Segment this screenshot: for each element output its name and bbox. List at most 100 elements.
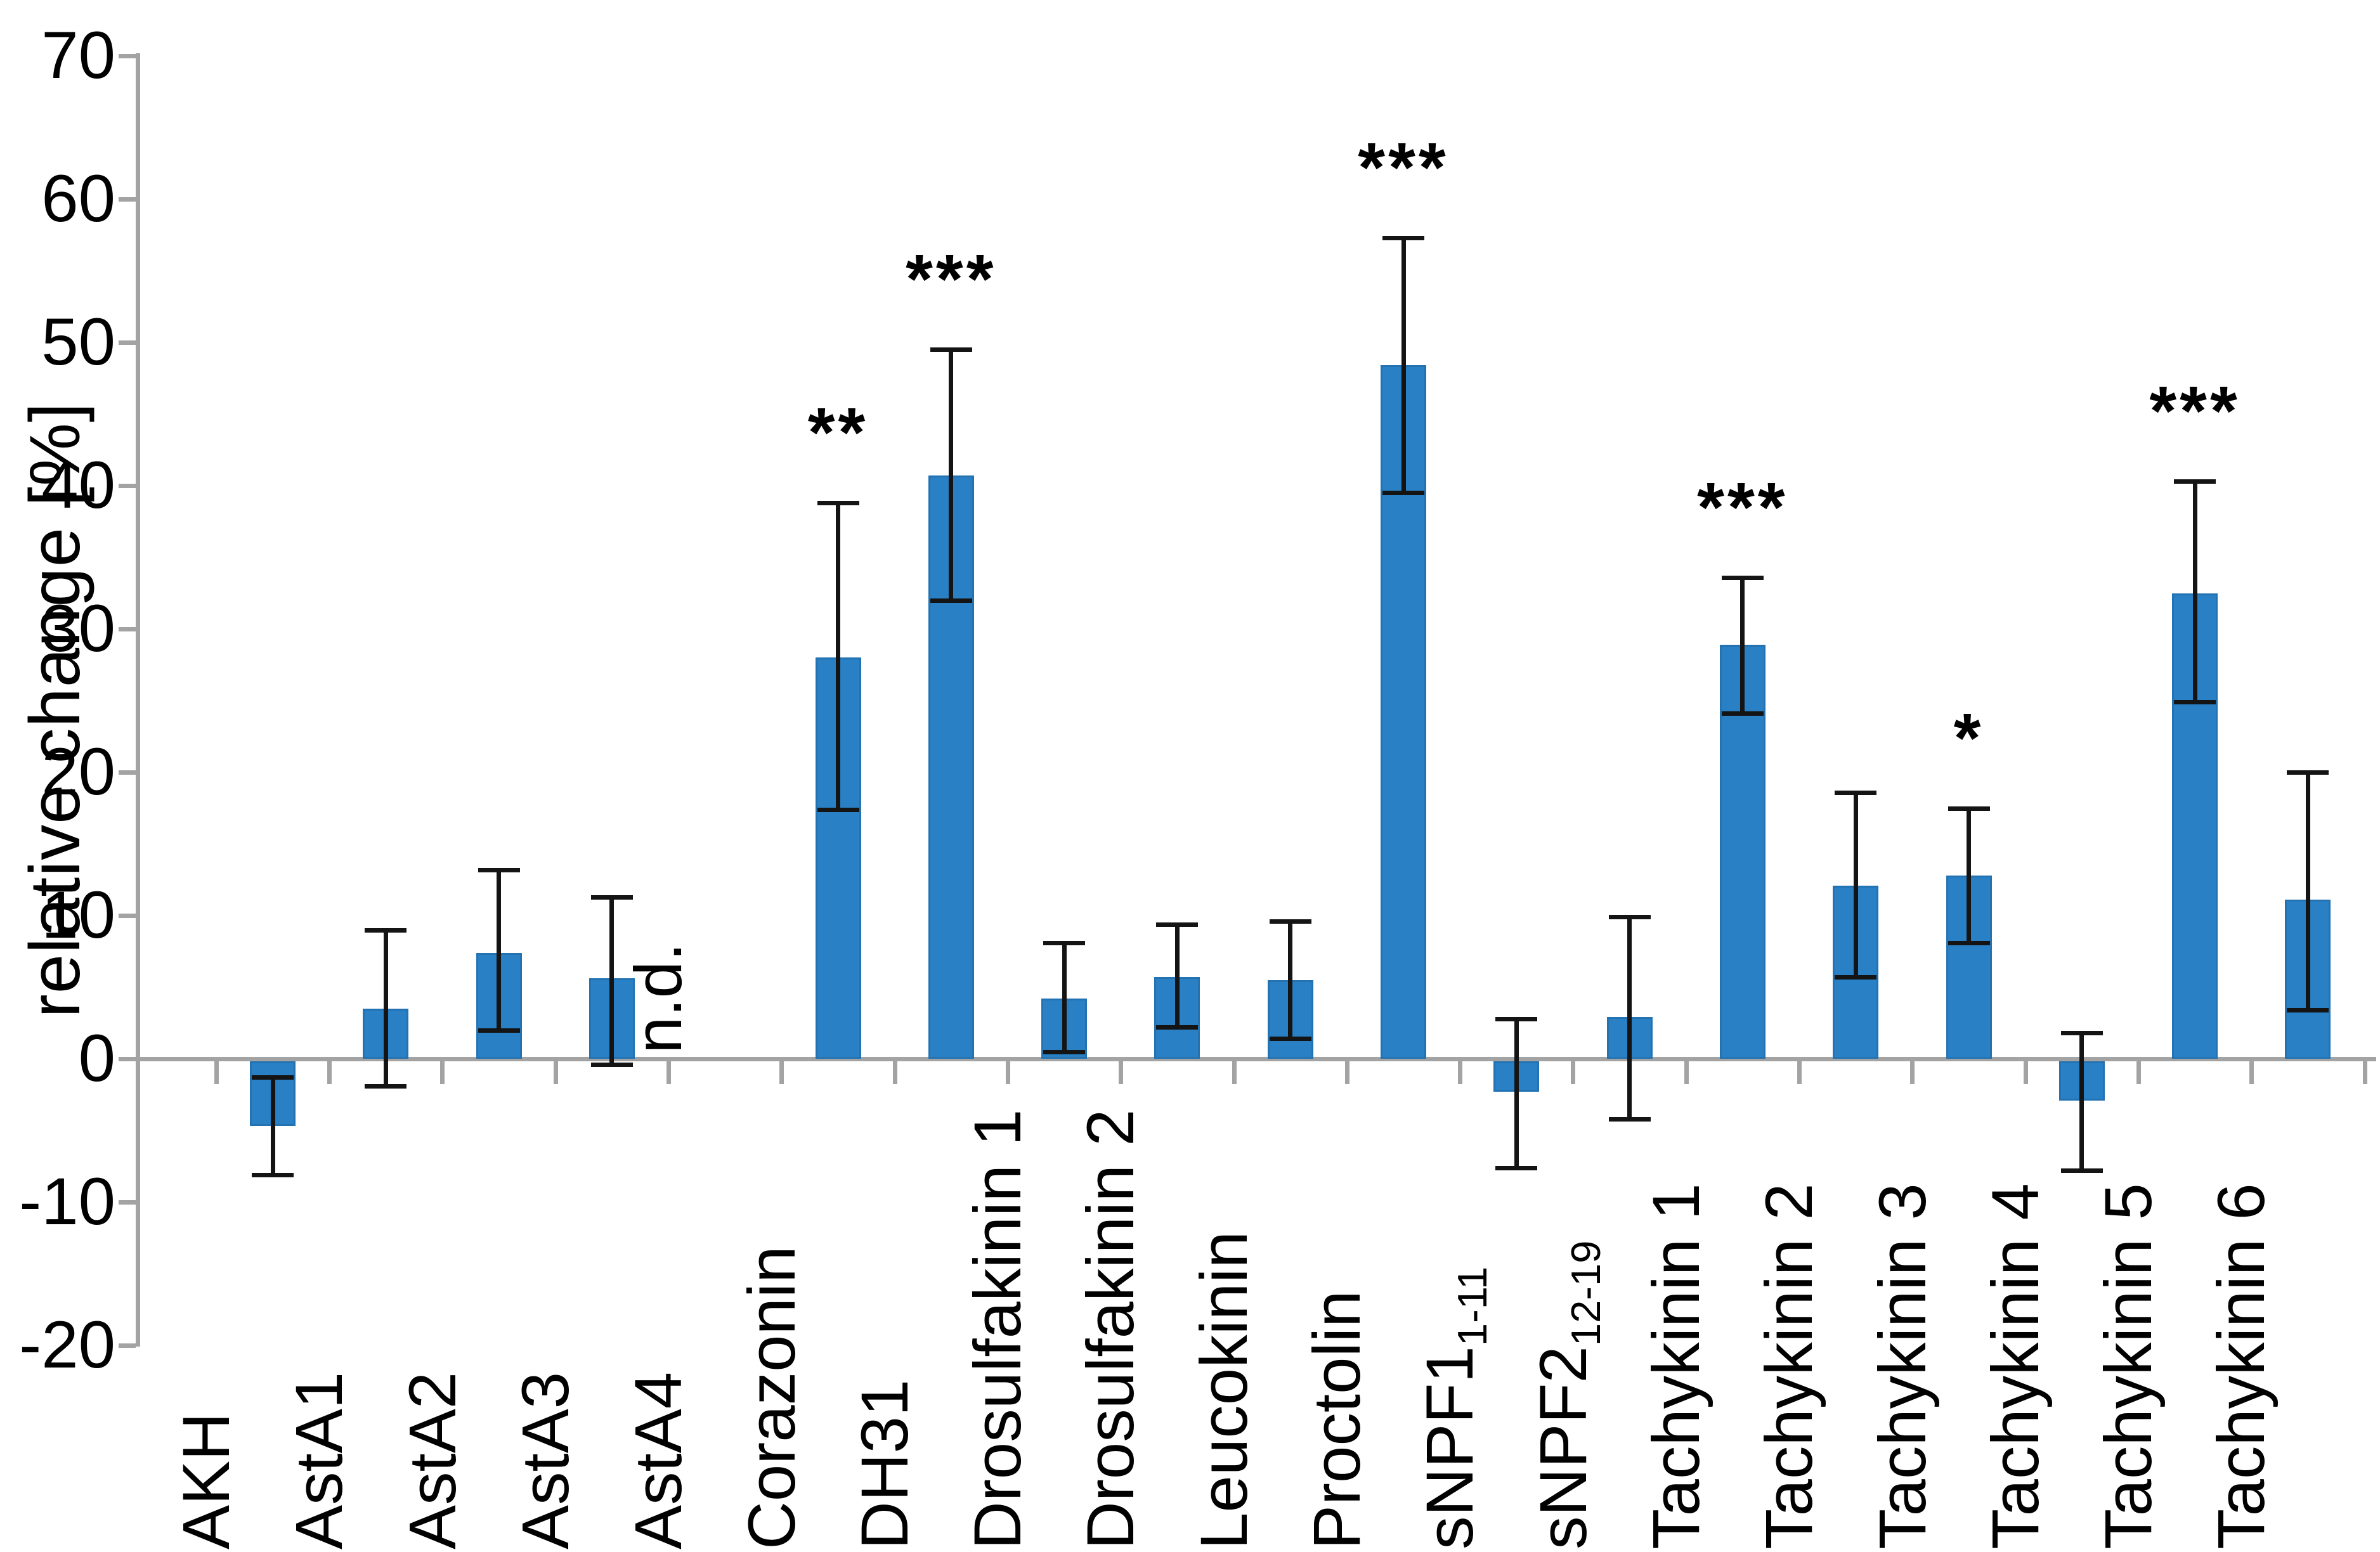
x-axis-tick [327, 1061, 332, 1084]
x-axis-tick [1232, 1061, 1237, 1084]
y-axis-tick [119, 340, 136, 345]
y-tick-label: 20 [41, 735, 115, 809]
error-cap-bottom-asta3 [590, 1063, 633, 1068]
y-axis-tick [119, 914, 136, 918]
error-bar-asta2 [497, 869, 502, 1030]
significance-stars-dh31: *** [906, 240, 997, 319]
error-cap-top-tachykinin-6 [2287, 770, 2329, 775]
error-bar-tachykinin-3 [1967, 808, 1971, 943]
error-cap-top-tachykinin-2 [1835, 790, 1877, 795]
category-label-leucokinin: Leucokinin [1187, 1231, 1261, 1549]
y-axis-tick [119, 1200, 136, 1205]
category-label-tachykinin-2: Tachykinin 2 [1752, 1183, 1827, 1549]
x-axis-tick [1571, 1061, 1576, 1084]
error-cap-bottom-tachykinin-5 [2174, 700, 2216, 705]
error-cap-top-corazonin [817, 501, 859, 506]
y-tick-label: 0 [78, 1021, 115, 1096]
error-bar-tachykinin-2 [1853, 792, 1858, 978]
error-cap-bottom-akh [252, 1173, 294, 1178]
y-tick-label: 70 [41, 18, 115, 93]
bar-corazonin [815, 657, 861, 1059]
category-label-drosulfakinin-2: Drosulfakinin 2 [1074, 1109, 1148, 1550]
category-label-drosulfakinin-1: Drosulfakinin 1 [961, 1109, 1036, 1550]
significance-stars-tachykinin-5: *** [2149, 372, 2240, 451]
error-cap-top-proctolin [1382, 236, 1424, 241]
y-tick-label: 50 [41, 305, 115, 379]
error-cap-bottom-asta2 [478, 1028, 520, 1033]
error-cap-bottom-tachykinin-4 [2060, 1168, 2103, 1174]
category-label-tachykinin-5: Tachykinin 5 [2091, 1183, 2166, 1549]
error-bar-tachykinin-4 [2079, 1033, 2084, 1171]
y-axis-tick [119, 197, 136, 202]
x-axis-tick [2362, 1061, 2367, 1084]
x-axis-tick [779, 1061, 784, 1084]
x-axis-tick [1797, 1061, 1802, 1084]
error-cap-top-drosulfakinin-1 [1043, 940, 1086, 945]
error-cap-top-asta1 [365, 928, 407, 933]
y-axis-tick [119, 1057, 136, 1061]
y-tick-label: 30 [41, 592, 115, 666]
error-bar-leucokinin [1288, 921, 1293, 1039]
x-axis-tick [2136, 1061, 2141, 1084]
x-axis-tick [214, 1061, 219, 1084]
error-cap-top-tachykinin-3 [1948, 806, 1990, 811]
error-cap-bottom-leucokinin [1269, 1037, 1311, 1042]
not-detected-label: n.d. [621, 942, 696, 1054]
x-axis-tick [1458, 1061, 1463, 1084]
error-bar-asta3 [609, 896, 615, 1065]
x-axis-line [138, 1057, 2376, 1061]
error-cap-bottom-tachykinin-2 [1835, 975, 1877, 980]
x-axis-tick [1119, 1061, 1124, 1084]
x-axis-tick [553, 1061, 558, 1084]
category-label-proctolin: Proctolin [1300, 1290, 1374, 1549]
error-cap-bottom-corazonin [817, 807, 859, 812]
error-cap-top-tachykinin-4 [2060, 1031, 2103, 1036]
error-cap-bottom-tachykinin-3 [1948, 940, 1990, 945]
category-label-tachykinin-4: Tachykinin 4 [1978, 1183, 2053, 1549]
error-bar-tachykinin-5 [2192, 481, 2197, 702]
error-cap-top-asta2 [478, 867, 520, 872]
error-bar-drosulfakinin-2 [1174, 924, 1180, 1028]
error-bar-snpf2 [1627, 917, 1632, 1119]
significance-stars-proctolin: *** [1358, 129, 1449, 207]
y-axis-tick [119, 484, 136, 488]
significance-stars-corazonin: ** [807, 394, 869, 472]
category-label-dh31: DH31 [847, 1379, 922, 1549]
x-axis-tick [667, 1061, 672, 1084]
category-label-subscript: 1-11 [1449, 1266, 1496, 1347]
category-label-asta3: AstA3 [508, 1371, 583, 1549]
category-label-subscript: 12-19 [1562, 1240, 1609, 1347]
category-label-akh: AKH [169, 1413, 244, 1549]
y-axis-tick [119, 627, 136, 631]
category-label-asta1: AstA1 [282, 1371, 357, 1549]
error-cap-top-snpf1 [1495, 1016, 1538, 1021]
error-bar-proctolin [1401, 238, 1406, 493]
y-tick-label: -20 [19, 1308, 115, 1382]
significance-stars-tachykinin-1: *** [1697, 468, 1788, 546]
error-cap-top-drosulfakinin-2 [1156, 922, 1199, 927]
error-bar-drosulfakinin-1 [1062, 942, 1067, 1052]
error-bar-dh31 [949, 349, 954, 600]
error-cap-bottom-tachykinin-6 [2287, 1008, 2329, 1013]
error-cap-bottom-drosulfakinin-1 [1043, 1049, 1086, 1054]
x-axis-tick [1684, 1061, 1689, 1084]
error-cap-top-asta3 [590, 895, 633, 900]
error-cap-top-snpf2 [1608, 915, 1651, 920]
error-cap-top-tachykinin-5 [2174, 479, 2216, 484]
category-label-tachykinin-3: Tachykinin 3 [1865, 1183, 1940, 1549]
category-label-snpf2: sNPF212-19 [1526, 1240, 1609, 1549]
y-axis-tick [119, 54, 136, 58]
y-tick-label: 10 [41, 878, 115, 952]
category-label-corazonin: Corazonin [734, 1246, 809, 1549]
x-axis-tick [892, 1061, 897, 1084]
error-cap-top-akh [252, 1075, 294, 1080]
error-cap-bottom-asta1 [365, 1083, 407, 1089]
x-axis-tick [1910, 1061, 1915, 1084]
error-cap-bottom-dh31 [930, 598, 972, 603]
bar-tachykinin-5 [2172, 593, 2218, 1059]
error-cap-top-tachykinin-1 [1721, 575, 1764, 580]
error-cap-bottom-proctolin [1382, 491, 1424, 496]
category-label-snpf1: sNPF11-11 [1413, 1266, 1496, 1549]
y-axis-line [136, 53, 140, 1347]
